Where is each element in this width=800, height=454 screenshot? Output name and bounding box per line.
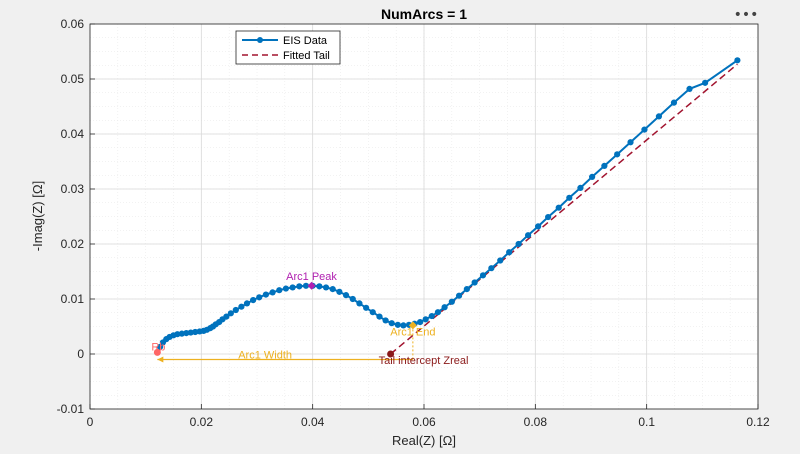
fitted-tail-line [390, 63, 738, 355]
eis-data-point [488, 265, 495, 272]
eis-data-point [670, 99, 678, 106]
eis-data-point [349, 295, 356, 303]
eis-data-point [223, 313, 230, 320]
x-tick-label: 0.1 [638, 415, 655, 429]
x-tick-label: 0 [87, 415, 94, 429]
x-tick-label: 0.06 [412, 415, 436, 429]
eis-data-point [329, 286, 336, 293]
eis-data-point [296, 283, 303, 290]
x-tick-label: 0.08 [524, 415, 548, 429]
more-horizontal-icon[interactable]: ••• [734, 7, 759, 23]
eis-data-point [455, 292, 463, 299]
eis-data-point [376, 313, 383, 320]
x-tick-label: 0.04 [301, 415, 325, 429]
eis-data-point [524, 232, 532, 239]
eis-data-point [702, 79, 709, 86]
eis-data-point [641, 126, 648, 133]
eis-data-point [322, 284, 330, 291]
legend[interactable]: EIS Data Fitted Tail [235, 30, 341, 65]
y-tick-label: 0.02 [61, 237, 85, 251]
x-axis-label: Real(Z) [Ω] [392, 433, 456, 448]
eis-data-point [289, 284, 296, 291]
eis-data-point [232, 306, 239, 314]
eis-data-point [627, 139, 634, 146]
eis-data-point [434, 309, 442, 316]
eis-data-point [555, 204, 562, 211]
eis-data-point [394, 321, 401, 328]
x-tick-label: 0.02 [190, 415, 214, 429]
annotation-label: Rb [151, 341, 165, 353]
y-tick-label: 0 [77, 347, 84, 361]
eis-data-point [250, 297, 257, 304]
eis-data-point [336, 288, 343, 295]
eis-data-point [363, 304, 370, 311]
eis-data-point [302, 282, 310, 289]
eis-data-point [463, 286, 470, 293]
y-tick-label: 0.04 [61, 127, 85, 141]
eis-data-point [369, 309, 376, 316]
eis-data-point [243, 300, 251, 307]
eis-data-point [686, 85, 693, 92]
eis-data-point [601, 162, 608, 169]
chart-title: NumArcs = 1 [381, 6, 467, 22]
legend-box [235, 30, 341, 65]
eis-data-point [238, 303, 245, 310]
y-tick-label: 0.03 [61, 182, 85, 196]
eis-data-point [262, 291, 270, 298]
eis-data-point [535, 223, 542, 230]
x-tick-label: 0.12 [746, 415, 770, 429]
annotation-label: Arc1 End [390, 326, 435, 338]
eis-data-point [342, 292, 350, 299]
eis-data-point [428, 312, 435, 320]
eis-data-point [382, 317, 389, 324]
eis-data-point [655, 113, 663, 120]
eis-data-point [589, 173, 596, 180]
y-tick-label: 0.06 [61, 17, 85, 31]
data-series [154, 57, 741, 356]
eis-data-point [227, 310, 234, 317]
annotation-label: Arc1 Peak [286, 271, 337, 283]
arc1-width-arrow [157, 356, 164, 363]
eis-data-point [614, 151, 621, 158]
eis-data-point [400, 322, 407, 329]
eis-data-point [441, 304, 448, 311]
legend-tail-label: Fitted Tail [283, 50, 330, 62]
annotation-label: Tail intercept Zreal [379, 355, 469, 367]
annotation-marker [307, 281, 316, 290]
eis-data-point [497, 257, 504, 264]
eis-data-point [545, 213, 552, 221]
eis-data-point [388, 320, 395, 327]
eis-data-point [422, 316, 429, 323]
annotation-marker [387, 350, 395, 358]
eis-data-point [256, 294, 263, 301]
eis-data-point [515, 240, 522, 248]
y-tick-label: 0.05 [61, 72, 85, 86]
eis-data-point [282, 285, 290, 292]
eis-data-point [506, 249, 513, 256]
arc1-width-label: Arc1 Width [238, 350, 292, 362]
annotations: Arc1 Peak Arc1 End Arc1 Width Tail intercep… [151, 271, 468, 367]
eis-data-point [577, 184, 584, 191]
ticks: 0 0.02 0.04 0.06 0.08 0.1 0.12-0.0100.010.020.… [57, 17, 770, 429]
eis-data-point [566, 194, 573, 201]
eis-data-point [276, 287, 283, 294]
eis-data-point [479, 272, 487, 279]
eis-data-point [734, 57, 741, 64]
eis-data-point [448, 298, 455, 305]
eis-data-point [471, 279, 478, 286]
eis-data-point [316, 283, 323, 290]
eis-data-point [269, 289, 276, 296]
annotation-marker [153, 348, 161, 356]
eis-data-point [157, 343, 164, 350]
y-tick-label: 0.01 [61, 292, 85, 306]
legend-eis-label: EIS Data [283, 35, 328, 47]
eis-data-point [417, 319, 424, 326]
legend-eis-marker [257, 37, 263, 43]
eis-data-point [356, 300, 363, 307]
y-tick-label: -0.01 [57, 402, 85, 416]
y-axis-label: -Imag(Z) [Ω] [30, 181, 45, 251]
